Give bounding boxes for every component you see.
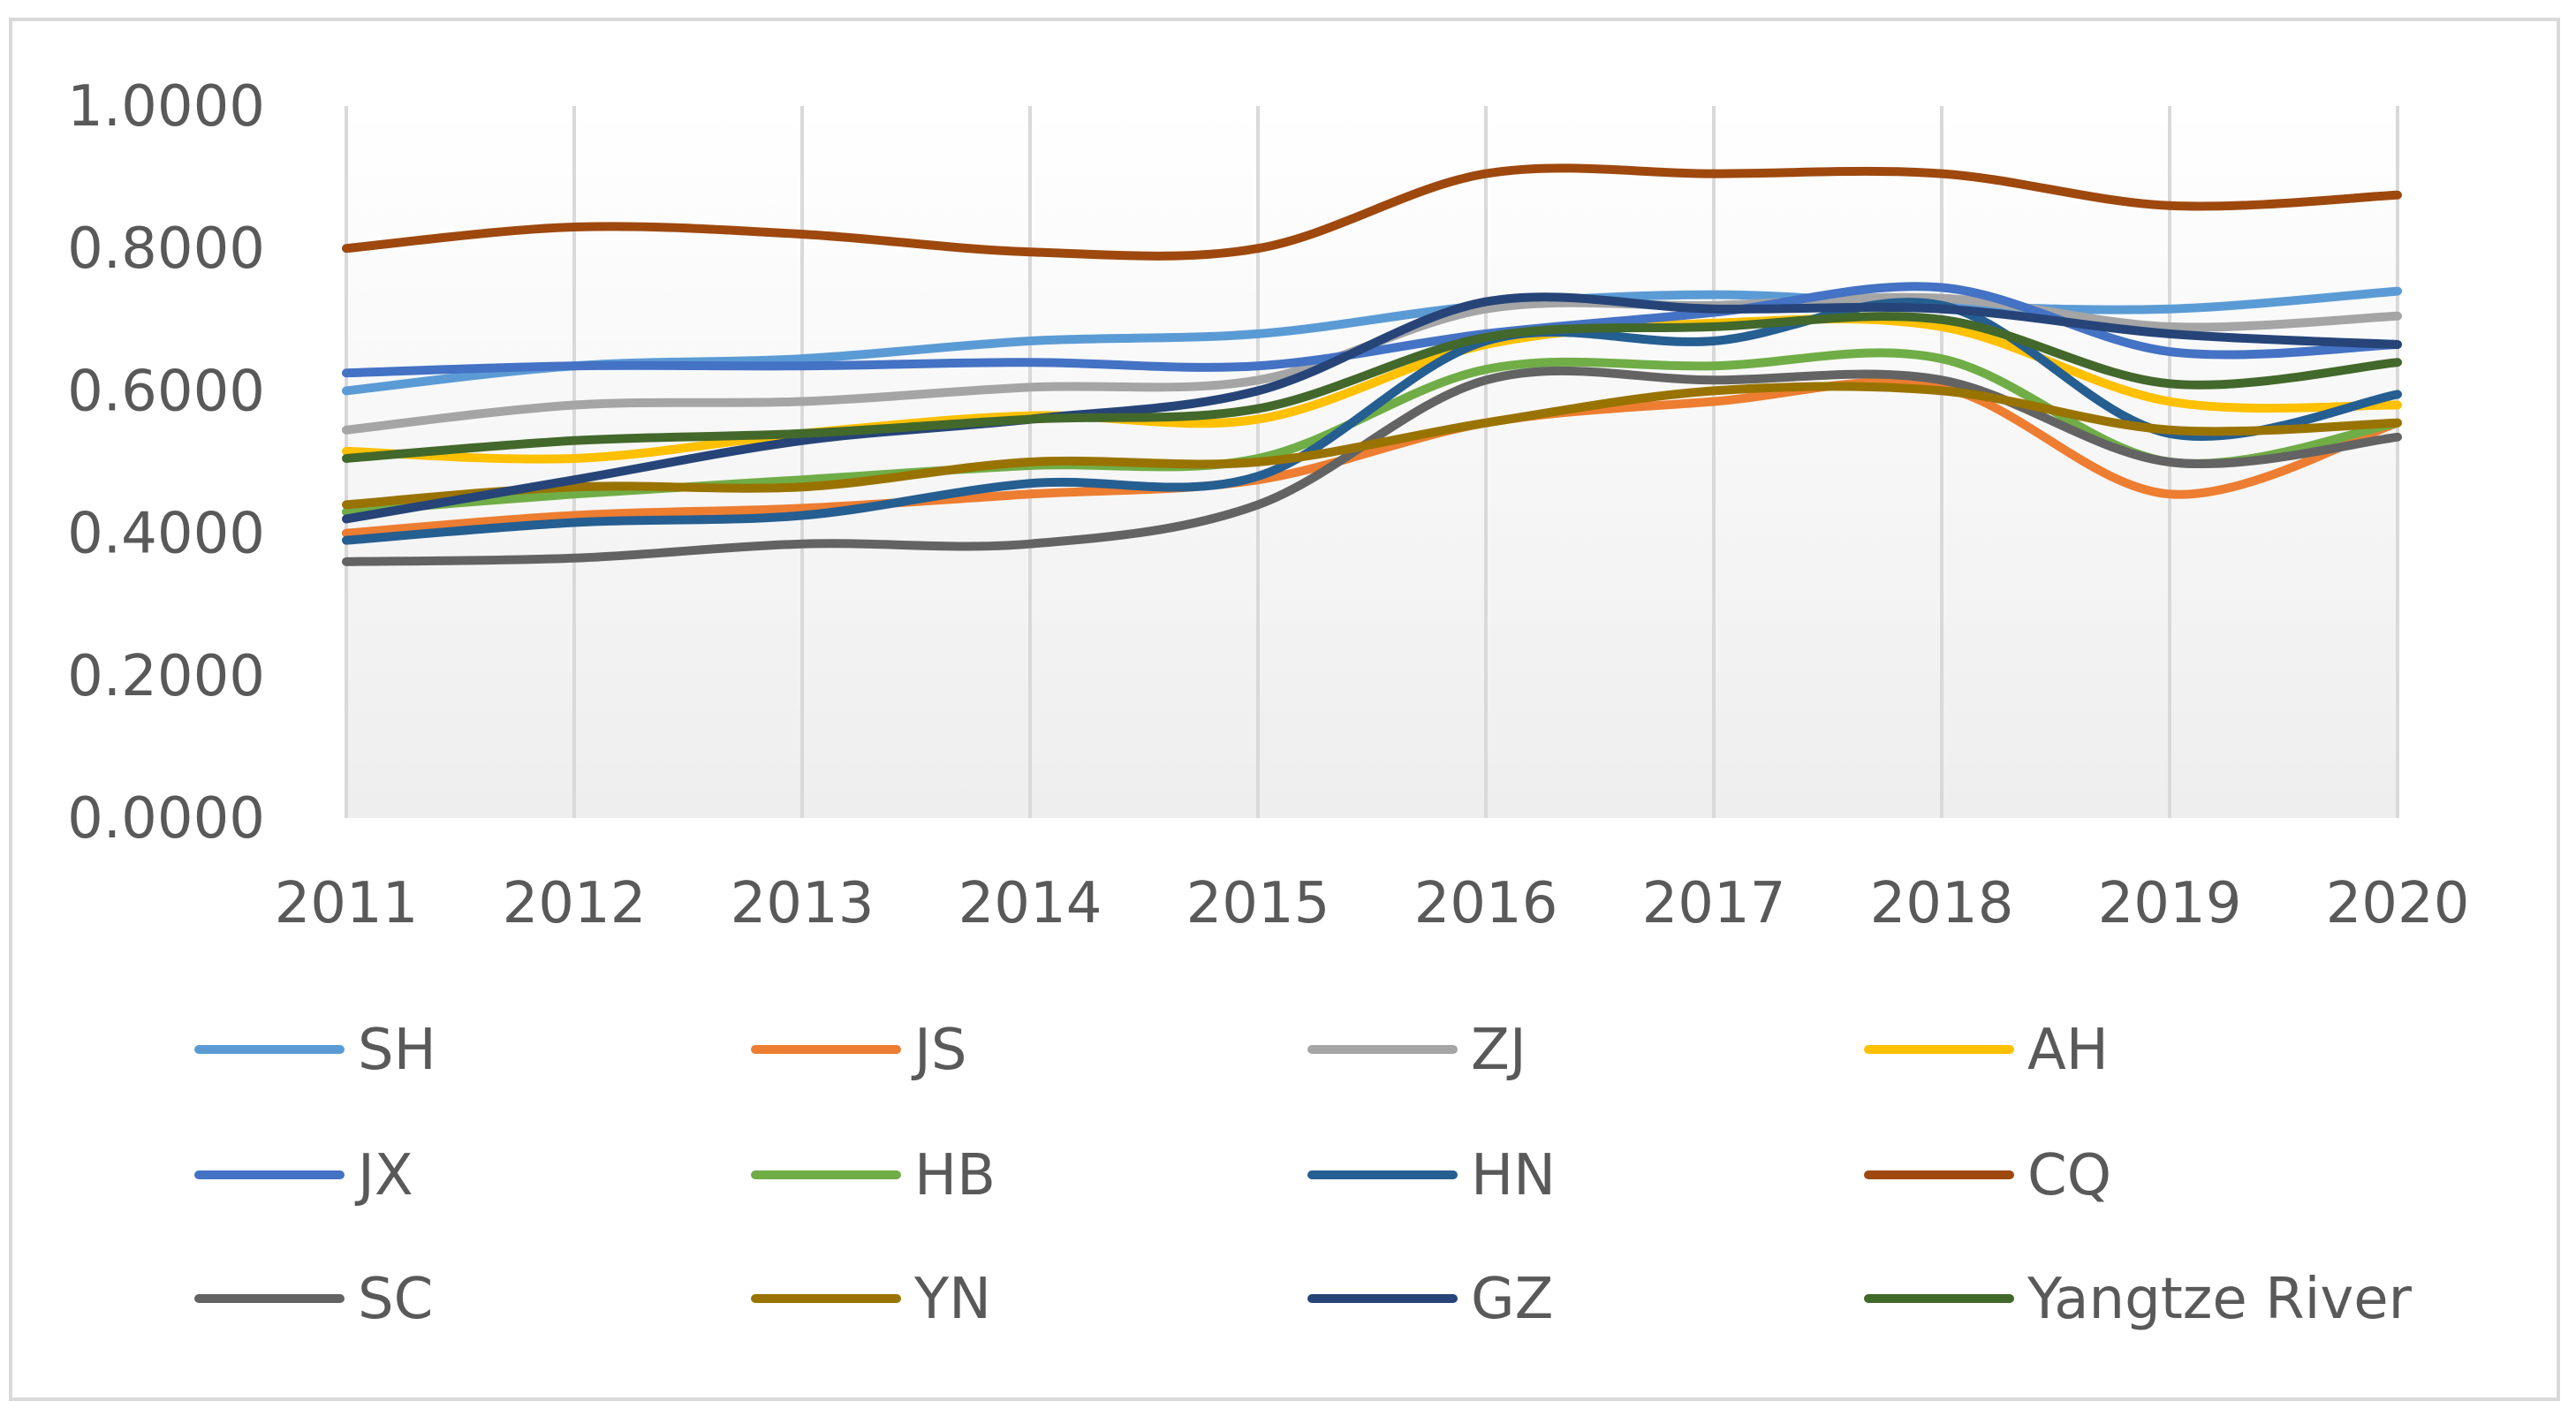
y-tick-label: 0.4000: [67, 502, 265, 567]
x-tick-label: 2013: [731, 871, 875, 936]
x-tick-label: 2017: [1642, 871, 1786, 936]
legend-label-ah: AH: [2027, 1018, 2109, 1083]
legend-label-yn: YN: [913, 1267, 991, 1332]
series-line-gz: [342, 292, 2402, 524]
legend: SH JS ZJ AH JX HB HN CQ SC YN GZ Yangtze River: [194, 1018, 2413, 1332]
series-line-hn: [342, 298, 2402, 545]
y-tick-label: 0.8000: [67, 216, 265, 282]
series-lines: [342, 163, 2402, 566]
legend-label-sh: SH: [358, 1018, 436, 1083]
y-tick-label: 0.6000: [67, 359, 265, 424]
x-tick-label: 2019: [2098, 871, 2242, 936]
y-tick-label: 0.2000: [67, 644, 265, 709]
legend-label-gz: GZ: [1471, 1267, 1553, 1332]
legend-label-js: JS: [911, 1018, 967, 1083]
legend-label-hb: HB: [914, 1143, 996, 1208]
series-line-cq: [342, 163, 2402, 261]
series-line-yangtze-river: [342, 312, 2402, 463]
legend-label-cq: CQ: [2027, 1143, 2111, 1208]
legend-label-yangtze-river: Yangtze River: [2027, 1267, 2413, 1332]
x-tick-label: 2020: [2326, 871, 2470, 936]
legend-label-jx: JX: [354, 1143, 413, 1208]
y-axis: 0.0000 0.2000 0.4000 0.6000 0.8000 1.0000: [67, 74, 265, 852]
x-tick-label: 2014: [958, 871, 1102, 936]
x-tick-label: 2018: [1870, 871, 2014, 936]
x-tick-label: 2016: [1414, 871, 1558, 936]
gridlines: [345, 106, 2399, 818]
series-line-yn: [342, 382, 2402, 510]
series-line-js: [342, 377, 2402, 538]
x-tick-label: 2015: [1186, 871, 1330, 936]
y-tick-label: 0.0000: [67, 786, 265, 852]
x-tick-label: 2012: [503, 871, 647, 936]
legend-label-zj: ZJ: [1471, 1018, 1527, 1083]
legend-label-sc: SC: [358, 1267, 433, 1332]
x-axis: 2011 2012 2013 2014 2015 2016 2017 2018 2019 2020: [275, 871, 2470, 936]
series-line-ah: [342, 314, 2402, 464]
y-tick-label: 1.0000: [67, 74, 265, 140]
legend-label-hn: HN: [1471, 1143, 1556, 1208]
x-tick-label: 2011: [275, 871, 419, 936]
